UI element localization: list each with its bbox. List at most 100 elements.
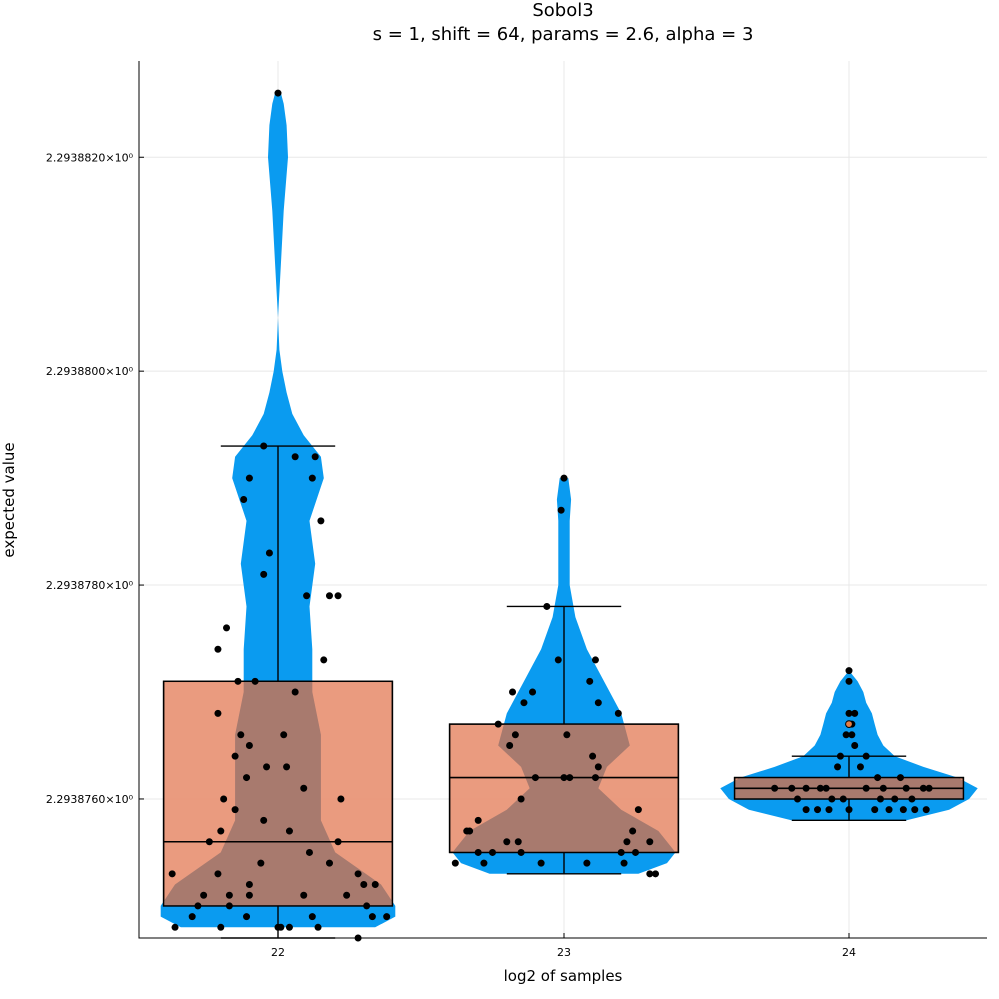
violin-box-overlap (452, 724, 676, 853)
data-point (363, 902, 371, 910)
data-point (771, 784, 779, 792)
data-point (231, 752, 239, 760)
data-point (234, 677, 242, 685)
data-point (514, 838, 522, 846)
data-point (583, 859, 591, 867)
data-point (466, 827, 474, 835)
data-point (836, 752, 844, 760)
data-point (343, 891, 351, 899)
data-point (217, 827, 225, 835)
data-point (851, 741, 859, 749)
data-point (891, 795, 899, 803)
data-point (223, 624, 231, 632)
data-point (879, 784, 887, 792)
data-point (245, 881, 253, 889)
data-point (802, 806, 810, 814)
data-point (845, 806, 853, 814)
data-point (214, 645, 222, 653)
data-point (280, 731, 288, 739)
data-point (834, 763, 842, 771)
data-point (557, 506, 565, 514)
tick-labels: 2.2938760×10⁰ 2.2938780×10⁰ 2.2938800×10⁰ 2… (46, 151, 856, 959)
data-point (876, 795, 884, 803)
data-point (566, 774, 574, 782)
data-point (586, 677, 594, 685)
data-point (231, 806, 239, 814)
data-point (303, 592, 311, 600)
data-point (560, 474, 568, 482)
data-point (325, 592, 333, 600)
violin-box-overlap (163, 681, 393, 906)
data-point (842, 731, 850, 739)
data-point (243, 913, 251, 921)
data-point (194, 902, 202, 910)
boxes (162, 445, 965, 939)
data-point (828, 795, 836, 803)
data-point (260, 570, 268, 578)
data-point (474, 816, 482, 824)
data-point (851, 709, 859, 717)
data-point (911, 806, 919, 814)
data-point (845, 667, 853, 675)
data-point (245, 741, 253, 749)
data-point (617, 848, 625, 856)
chart-title: Sobol3 (532, 0, 593, 21)
data-point (283, 763, 291, 771)
data-point (825, 806, 833, 814)
data-point (631, 848, 639, 856)
data-point (925, 784, 933, 792)
data-point (594, 763, 602, 771)
data-point (334, 592, 342, 600)
data-point (337, 795, 345, 803)
y-tick-label: 2.2938800×10⁰ (46, 365, 134, 378)
data-point (360, 881, 368, 889)
data-point (237, 731, 245, 739)
y-tick-label: 2.2938820×10⁰ (46, 151, 134, 164)
x-tick-label: 24 (842, 946, 856, 959)
data-point (285, 827, 293, 835)
data-point (168, 870, 176, 878)
data-point (845, 677, 853, 685)
data-point (646, 838, 654, 846)
data-point (251, 677, 259, 685)
data-point (354, 870, 362, 878)
data-point (537, 859, 545, 867)
data-point (451, 859, 459, 867)
data-point (245, 891, 253, 899)
data-point (874, 774, 882, 782)
data-point (652, 870, 660, 878)
data-point (839, 795, 847, 803)
data-point (511, 731, 519, 739)
data-point (205, 838, 213, 846)
data-point (265, 549, 273, 557)
data-point (225, 902, 233, 910)
x-tick-label: 22 (271, 946, 285, 959)
data-point (317, 517, 325, 525)
x-axis-label: log2 of samples (504, 967, 623, 985)
data-point (814, 806, 822, 814)
data-point (257, 859, 265, 867)
data-point (291, 453, 299, 461)
data-point (305, 848, 313, 856)
data-point (285, 923, 293, 931)
data-point (614, 709, 622, 717)
data-point (274, 923, 282, 931)
data-point (314, 923, 322, 931)
data-point (896, 774, 904, 782)
data-point (862, 752, 870, 760)
data-point (517, 848, 525, 856)
data-point (171, 923, 179, 931)
data-point (816, 784, 824, 792)
data-point (908, 795, 916, 803)
data-point (856, 763, 864, 771)
data-point (517, 795, 525, 803)
data-point (300, 784, 308, 792)
data-point (871, 806, 879, 814)
data-point (862, 784, 870, 792)
y-tick-label: 2.2938780×10⁰ (46, 579, 134, 592)
data-point (563, 731, 571, 739)
data-point (220, 795, 228, 803)
data-point (325, 859, 333, 867)
data-point (620, 859, 628, 867)
data-point (554, 656, 562, 664)
